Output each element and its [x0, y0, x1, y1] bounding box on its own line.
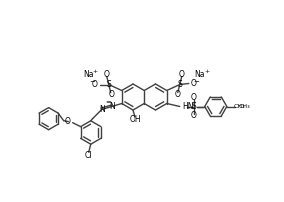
Text: CH₃: CH₃	[234, 104, 245, 109]
Text: +: +	[92, 69, 97, 74]
Text: N: N	[99, 105, 105, 114]
Text: CH₃: CH₃	[239, 104, 250, 109]
Text: O: O	[92, 80, 98, 89]
Text: O: O	[191, 111, 197, 120]
Text: Na: Na	[195, 70, 205, 79]
Text: O: O	[179, 70, 185, 79]
Text: O: O	[65, 117, 71, 126]
Text: =: =	[105, 99, 111, 105]
Text: O: O	[191, 79, 197, 88]
Text: +: +	[204, 69, 209, 74]
Text: −: −	[193, 79, 199, 84]
Text: N: N	[109, 102, 115, 111]
Text: S: S	[106, 80, 111, 89]
Text: O: O	[109, 90, 115, 99]
Text: S: S	[178, 80, 182, 89]
Text: O: O	[175, 90, 181, 99]
Text: O: O	[191, 93, 197, 102]
Text: −: −	[89, 80, 95, 85]
Text: Na: Na	[83, 70, 94, 79]
Text: S: S	[191, 102, 196, 111]
Text: OH: OH	[129, 116, 141, 124]
Text: O: O	[104, 70, 110, 79]
Text: HN: HN	[182, 102, 193, 111]
Text: Cl: Cl	[85, 151, 93, 160]
